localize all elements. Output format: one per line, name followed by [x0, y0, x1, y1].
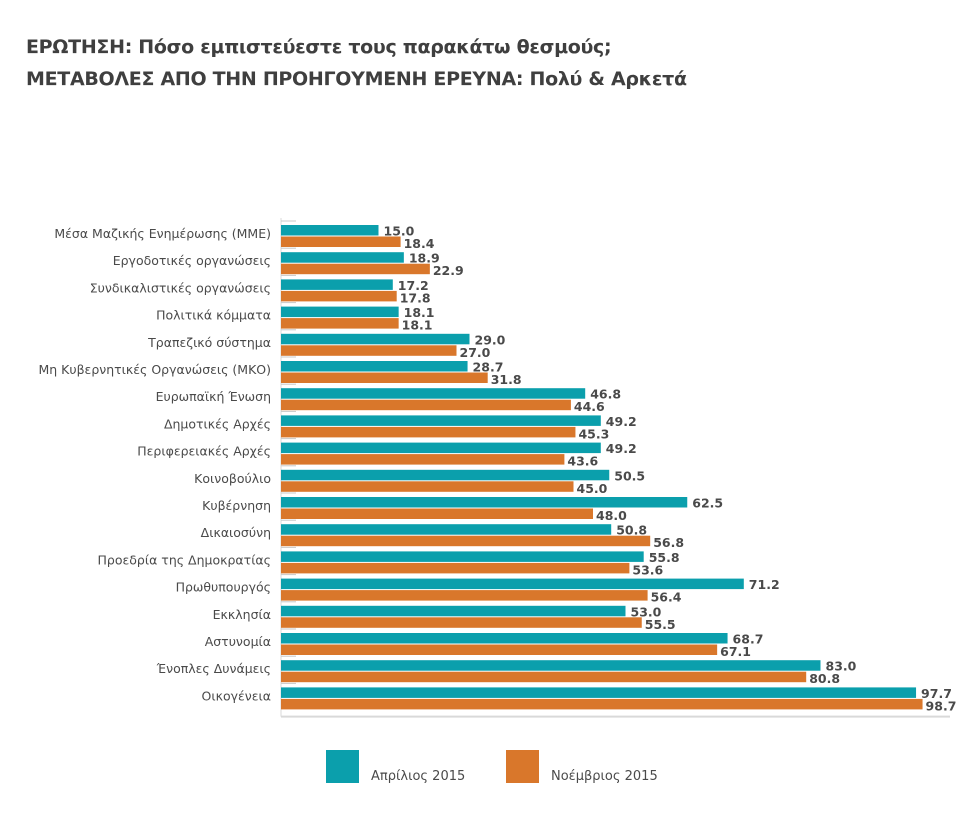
chart-title-changes: ΜΕΤΑΒΟΛΕΣ ΑΠΟ ΤΗΝ ΠΡΟΗΓΟΥΜΕΝΗ ΕΡΕΥΝΑ: Πο…	[26, 68, 687, 90]
category-label: Πρωθυπουργός	[176, 580, 271, 595]
bar-april	[281, 524, 612, 535]
value-label-november: 48.0	[596, 508, 627, 523]
category-label: Εκκλησία	[213, 607, 271, 622]
value-label-november: 45.3	[578, 426, 609, 441]
bar-november	[281, 481, 574, 492]
category-label: Κυβέρνηση	[202, 498, 271, 513]
bar-april	[281, 361, 468, 372]
value-label-april: 18.1	[404, 305, 435, 320]
value-label-november: 56.4	[651, 590, 682, 605]
bar-april	[281, 252, 404, 263]
bar-april	[281, 388, 586, 399]
category-label: Τραπεζικό σύστημα	[147, 335, 271, 350]
legend-swatch-november	[506, 750, 539, 783]
value-label-november: 80.8	[809, 671, 840, 686]
bar-november	[281, 671, 807, 683]
value-label-november: 22.9	[433, 263, 464, 278]
value-label-april: 18.9	[409, 251, 440, 266]
value-label-april: 28.7	[473, 360, 504, 375]
category-label: Εργοδοτικές οργανώσεις	[113, 253, 271, 268]
bar-april	[281, 415, 601, 426]
bar-november	[281, 590, 648, 601]
bar-april	[281, 605, 626, 617]
value-label-november: 45.0	[577, 481, 608, 496]
bar-november	[281, 290, 397, 302]
category-label: Μη Κυβερνητικές Οργανώσεις (ΜΚΟ)	[38, 362, 271, 377]
value-label-april: 49.2	[606, 414, 637, 429]
value-label-november: 18.4	[404, 236, 435, 251]
value-label-april: 53.0	[631, 604, 662, 619]
value-label-april: 50.8	[616, 523, 647, 538]
value-label-april: 17.2	[398, 278, 429, 293]
legend-label-november: Νοέμβριος 2015	[551, 769, 658, 784]
bar-november	[281, 535, 651, 547]
value-label-november: 43.6	[567, 454, 598, 469]
category-label: Περιφερειακές Αρχές	[137, 444, 271, 459]
bar-november	[281, 617, 642, 628]
bar-november	[281, 236, 401, 247]
value-label-april: 71.2	[749, 577, 780, 592]
value-label-april: 83.0	[826, 659, 857, 674]
value-label-april: 50.5	[614, 468, 645, 483]
legend-item-april: Απρίλιος 2015	[326, 749, 465, 784]
value-label-november: 53.6	[632, 562, 663, 577]
bar-april	[281, 578, 744, 590]
category-label: Ευρωπαϊκή Ένωση	[156, 389, 271, 404]
bar-november	[281, 454, 565, 465]
value-label-november: 18.1	[402, 318, 433, 333]
bar-november	[281, 399, 571, 411]
bar-april	[281, 442, 601, 454]
category-label: Δικαιοσύνη	[201, 525, 271, 540]
bar-november	[281, 508, 593, 519]
value-label-november: 27.0	[460, 345, 491, 360]
value-label-april: 97.7	[921, 686, 952, 701]
value-label-november: 55.5	[645, 617, 676, 632]
value-label-april: 68.7	[733, 632, 764, 647]
bar-april	[281, 279, 393, 290]
category-label: Αστυνομία	[205, 634, 271, 649]
value-label-november: 98.7	[926, 698, 957, 713]
bar-april	[281, 333, 470, 345]
value-label-april: 15.0	[384, 224, 415, 239]
bar-april	[281, 633, 728, 644]
legend-label-april: Απρίλιος 2015	[371, 769, 466, 784]
legend-item-november: Νοέμβριος 2015	[506, 749, 658, 784]
bar-november	[281, 345, 457, 356]
bar-november	[281, 644, 718, 655]
category-label: Δημοτικές Αρχές	[164, 416, 271, 431]
value-label-april: 29.0	[475, 332, 506, 347]
value-label-november: 56.8	[653, 535, 684, 550]
value-label-april: 49.2	[606, 441, 637, 456]
bar-november	[281, 318, 399, 329]
bar-april	[281, 306, 399, 318]
value-label-april: 46.8	[590, 387, 621, 402]
category-label: Κοινοβούλιο	[194, 471, 271, 486]
value-label-april: 62.5	[692, 496, 723, 511]
category-label: Προεδρία της Δημοκρατίας	[98, 552, 271, 567]
bar-november	[281, 372, 488, 383]
value-label-april: 55.8	[649, 550, 680, 565]
value-label-november: 17.8	[400, 290, 431, 305]
bar-april	[281, 497, 688, 508]
bar-april	[281, 551, 644, 562]
bar-november	[281, 263, 430, 275]
category-label: Οικογένεια	[202, 688, 271, 703]
bar-april	[281, 469, 610, 481]
value-label-november: 67.1	[720, 644, 751, 659]
bar-november	[281, 698, 923, 710]
category-label: Πολιτικά κόμματα	[156, 308, 271, 323]
category-label: Συνδικαλιστικές οργανώσεις	[90, 280, 271, 295]
category-label: Ένοπλες Δυνάμεις	[156, 661, 271, 676]
bar-april	[281, 660, 821, 671]
legend-swatch-april	[326, 750, 359, 783]
category-label: Μέσα Μαζικής Ενημέρωσης (ΜΜΕ)	[54, 226, 271, 241]
value-label-november: 44.6	[574, 399, 605, 414]
bar-april	[281, 687, 917, 698]
value-label-november: 31.8	[491, 372, 522, 387]
bar-november	[281, 562, 630, 574]
chart-title-question: ΕΡΩΤΗΣΗ: Πόσο εμπιστεύεστε τους παρακάτω…	[26, 36, 612, 58]
bar-april	[281, 225, 379, 236]
bar-november	[281, 426, 576, 438]
